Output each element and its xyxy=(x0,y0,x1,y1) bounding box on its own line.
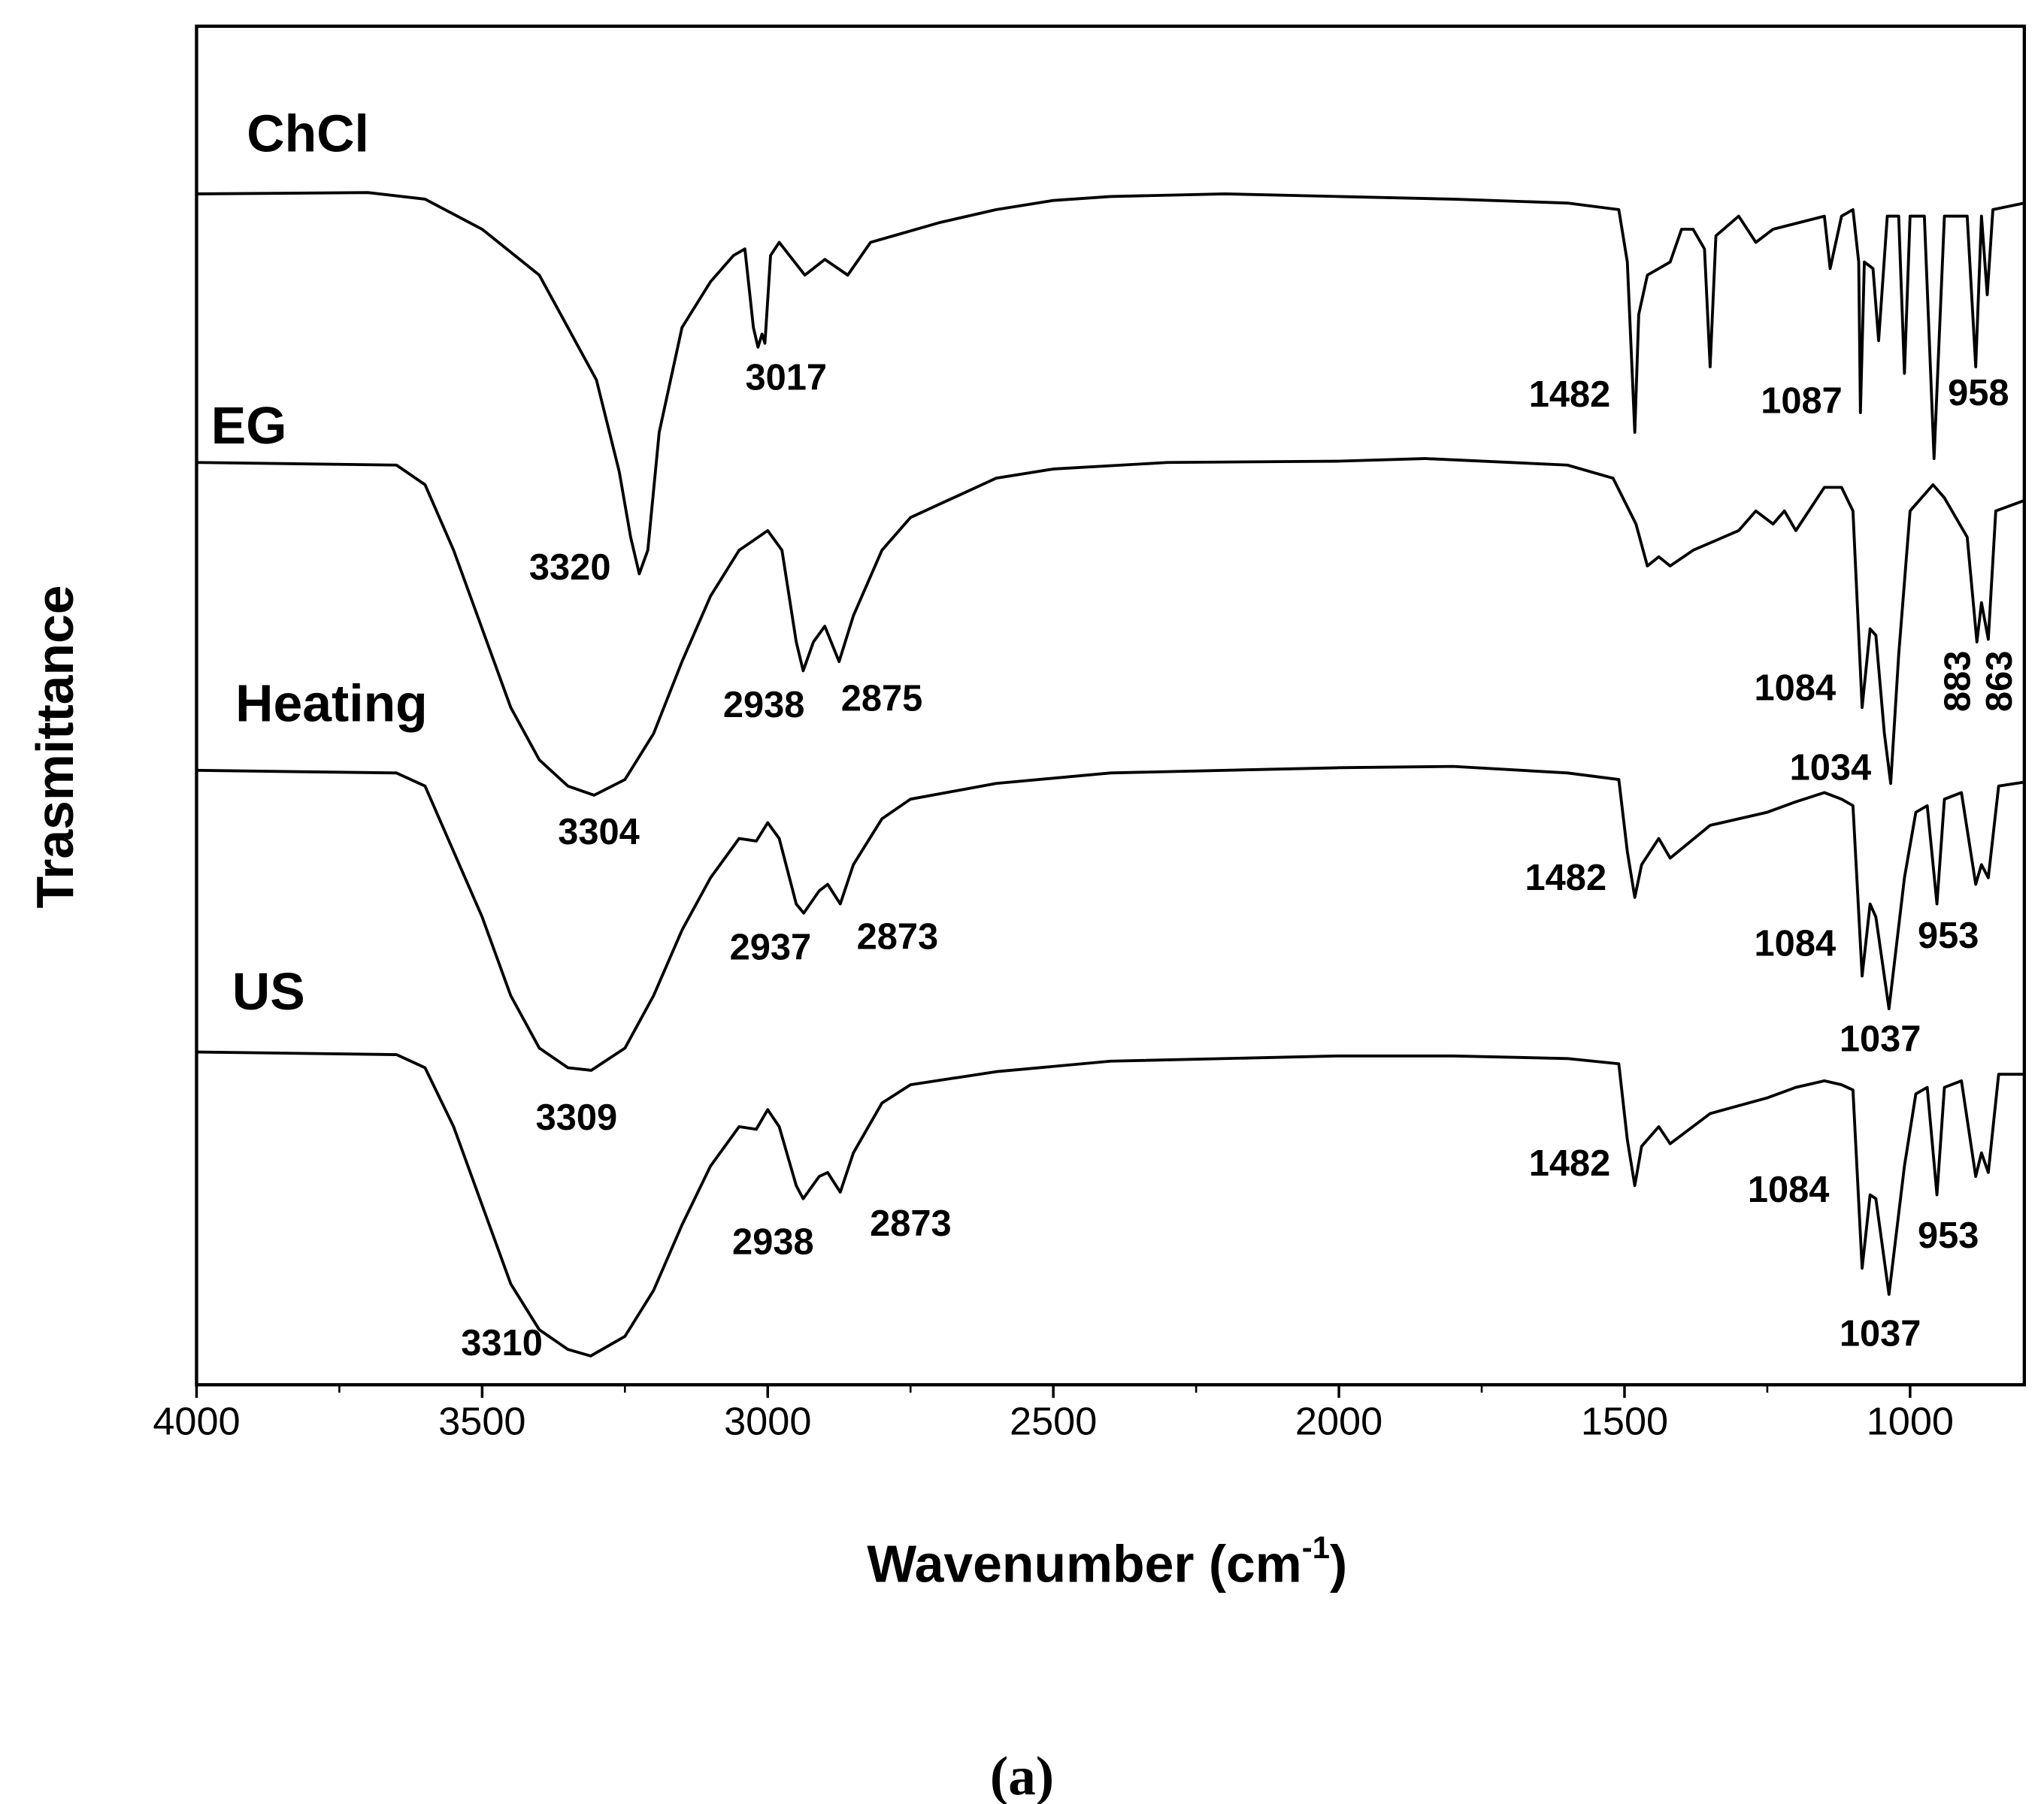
peak-label: 953 xyxy=(1918,916,1979,956)
caption: (a) xyxy=(990,1745,1054,1804)
x-tick-label: 3500 xyxy=(438,1400,525,1443)
peak-label: 1482 xyxy=(1529,1143,1611,1184)
peak-label: 3320 xyxy=(529,547,611,588)
x-tick-label: 1000 xyxy=(1867,1400,1954,1443)
series-label: US xyxy=(232,962,305,1021)
x-tick-label: 2500 xyxy=(1010,1400,1097,1443)
peak-label: 1482 xyxy=(1529,374,1611,415)
peak-label: 1482 xyxy=(1525,858,1607,898)
peak-label: 2875 xyxy=(841,678,923,719)
peak-label: 1084 xyxy=(1755,667,1837,708)
peak-label: 953 xyxy=(1918,1215,1979,1256)
x-tick-label: 1500 xyxy=(1581,1400,1668,1443)
peak-label: 3304 xyxy=(558,812,640,852)
peak-label: 1087 xyxy=(1761,381,1843,422)
peak-label: 2938 xyxy=(732,1222,814,1263)
peak-label: 2873 xyxy=(857,917,939,958)
peak-label: 1084 xyxy=(1748,1170,1830,1210)
y-axis-label: Trasmittance xyxy=(26,585,84,908)
peak-label: 1037 xyxy=(1840,1314,1921,1355)
series-label: Heating xyxy=(235,674,428,733)
series-label: EG xyxy=(211,396,287,455)
x-axis-label-superscript: -1 xyxy=(1302,1530,1330,1565)
x-tick-label: 3000 xyxy=(724,1400,811,1443)
x-tick-label: 4000 xyxy=(153,1400,240,1443)
plot-frame xyxy=(195,24,2027,1387)
spectrum-line xyxy=(196,457,2025,797)
peak-label: 2937 xyxy=(730,928,812,968)
spectrum-line xyxy=(196,1050,2024,1358)
peak-label: 1034 xyxy=(1790,748,1872,788)
peak-label: 1037 xyxy=(1840,1019,1921,1060)
series-label: ChCl xyxy=(247,104,369,162)
peak-label: 863 xyxy=(1979,651,2020,712)
peak-label: 3310 xyxy=(461,1323,543,1364)
x-axis-label-text: Wavenumber (cm xyxy=(867,1535,1301,1594)
peak-label: 958 xyxy=(1948,373,2009,413)
spectrum-line xyxy=(196,764,2025,1072)
peak-label: 883 xyxy=(1937,651,1978,712)
peak-label: 3309 xyxy=(536,1097,618,1138)
x-axis-label-suffix: ) xyxy=(1330,1535,1347,1594)
x-axis-label: Wavenumber (cm-1) xyxy=(867,1530,1347,1594)
peak-label: 2938 xyxy=(723,685,805,725)
peak-label: 2873 xyxy=(870,1203,952,1244)
x-tick-label: 2000 xyxy=(1295,1400,1382,1443)
peak-label: 3017 xyxy=(745,357,827,398)
spectrum-line xyxy=(196,191,2025,576)
peak-label: 1084 xyxy=(1755,923,1837,964)
